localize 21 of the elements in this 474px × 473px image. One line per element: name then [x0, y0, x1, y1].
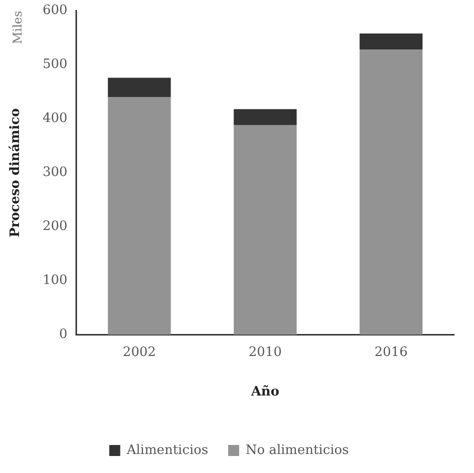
- y-tick-label: 300: [42, 165, 68, 180]
- text: Miles: [10, 10, 25, 44]
- x-tick-label: 2016: [374, 344, 408, 360]
- y-tick-label: 100: [42, 273, 68, 288]
- legend-label: Alimenticios: [126, 442, 208, 458]
- y-tick-label: 200: [42, 219, 68, 234]
- x-tick-label: 2002: [122, 344, 156, 360]
- x-tick-label: 2010: [248, 344, 282, 360]
- bar: [360, 50, 423, 335]
- y-tick-label: 500: [42, 57, 68, 72]
- bar: [108, 78, 171, 98]
- x-axis-title: Año: [250, 384, 280, 400]
- bar: [234, 109, 297, 126]
- bar: [108, 97, 171, 335]
- y-tick-label: 600: [42, 3, 68, 18]
- bar: [234, 125, 297, 335]
- legend-label: No alimenticios: [246, 442, 349, 458]
- bar: [360, 33, 423, 50]
- y-tick-label: 0: [59, 327, 68, 342]
- y-axis-title: Proceso dinámico: [8, 108, 24, 238]
- y-tick-label: 400: [42, 111, 68, 126]
